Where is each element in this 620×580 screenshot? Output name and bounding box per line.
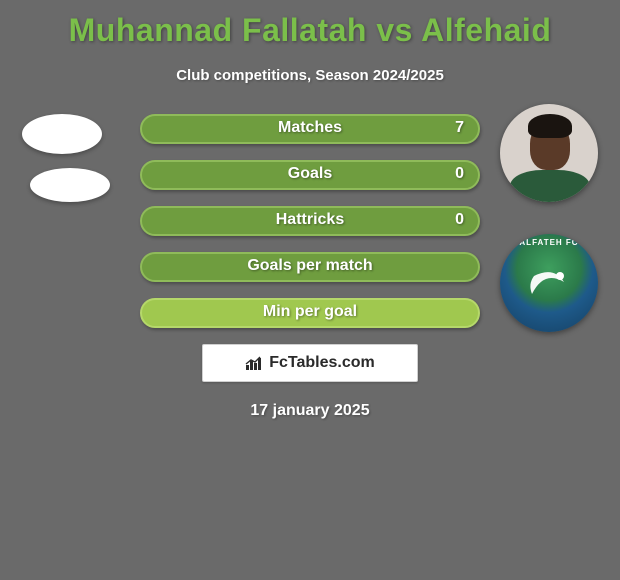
avatar-shoulders: [510, 170, 590, 202]
stat-label: Matches: [142, 119, 478, 137]
stat-value: 7: [455, 119, 464, 137]
brand-text: FcTables.com: [269, 354, 375, 372]
player1-avatar-placeholder-2: [30, 168, 110, 202]
player2-avatar: [500, 104, 598, 202]
page-title: Muhannad Fallatah vs Alfehaid: [0, 0, 620, 49]
stat-label: Hattricks: [142, 211, 478, 229]
footer-date: 17 january 2025: [0, 402, 620, 420]
badge-club-name: ALFATEH FC: [500, 238, 598, 247]
stat-label: Goals: [142, 165, 478, 183]
bar-chart-icon: [245, 355, 265, 371]
stat-bar-goals-per-match: Goals per match: [140, 252, 480, 282]
player2-club-badge: ALFATEH FC: [500, 234, 598, 332]
brand-box[interactable]: FcTables.com: [202, 344, 418, 382]
player1-avatar-placeholder-1: [22, 114, 102, 154]
stat-label: Goals per match: [142, 257, 478, 275]
stat-bar-matches: Matches 7: [140, 114, 480, 144]
badge-swoosh-icon: [524, 262, 574, 302]
stat-value: 0: [455, 211, 464, 229]
avatar-hair: [528, 114, 572, 138]
stat-bars: Matches 7 Goals 0 Hattricks 0 Goals per …: [140, 114, 480, 328]
comparison-content: ALFATEH FC Matches 7 Goals 0 Hattricks 0…: [0, 114, 620, 420]
stat-value: 0: [455, 165, 464, 183]
stat-bar-hattricks: Hattricks 0: [140, 206, 480, 236]
stat-label: Min per goal: [142, 303, 478, 321]
subtitle: Club competitions, Season 2024/2025: [0, 67, 620, 84]
stat-bar-goals: Goals 0: [140, 160, 480, 190]
stat-bar-min-per-goal: Min per goal: [140, 298, 480, 328]
